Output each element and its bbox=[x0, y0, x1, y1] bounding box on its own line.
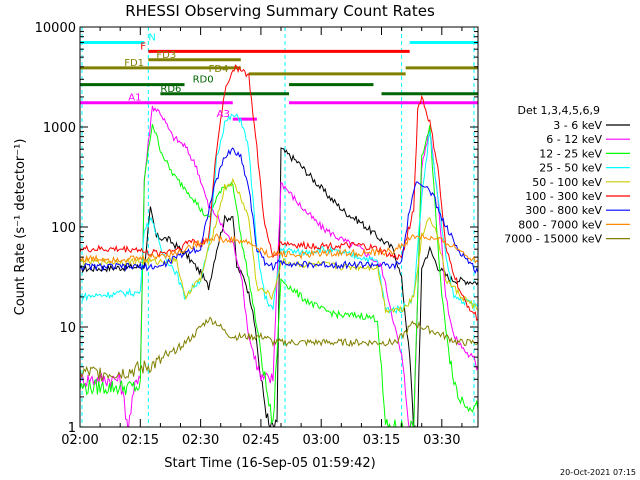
series-line bbox=[80, 123, 478, 427]
y-tick-label: 10000 bbox=[35, 21, 76, 36]
y-tick-label: 10 bbox=[59, 321, 76, 336]
y-tick-label: 1000 bbox=[43, 121, 76, 136]
legend-entry-label: 300 - 800 keV bbox=[525, 204, 602, 217]
series-line bbox=[80, 316, 478, 382]
legend-entry-label: 12 - 25 keV bbox=[539, 147, 602, 160]
x-tick-label: 02:30 bbox=[182, 433, 219, 448]
legend-entry-label: 7000 - 15000 keV bbox=[504, 233, 602, 246]
chart-title: RHESSI Observing Summary Count Rates bbox=[125, 2, 435, 20]
x-tick-label: 02:15 bbox=[122, 433, 159, 448]
legend-entry-label: 6 - 12 keV bbox=[546, 133, 602, 146]
flag-label: RD6 bbox=[160, 84, 181, 95]
legend-entry-label: 800 - 7000 keV bbox=[518, 218, 602, 231]
footer-timestamp: 20-Oct-2021 07:15 bbox=[560, 468, 636, 477]
x-tick-label: 02:45 bbox=[242, 433, 279, 448]
series-line bbox=[80, 233, 478, 264]
legend-title: Det 1,3,4,5,6,9 bbox=[517, 104, 600, 117]
x-tick-label: 03:15 bbox=[363, 433, 400, 448]
flag-label: FD1 bbox=[124, 58, 144, 69]
legend-entry-label: 50 - 100 keV bbox=[532, 176, 602, 189]
y-tick-label: 1 bbox=[68, 421, 76, 436]
legend-entry-label: 25 - 50 keV bbox=[539, 162, 602, 175]
flag-label: FD4 bbox=[209, 64, 229, 75]
legend-entry-label: 100 - 300 keV bbox=[525, 190, 602, 203]
y-axis-label: Count Rate (s⁻¹ detector⁻¹) bbox=[13, 139, 28, 316]
x-tick-label: 02:00 bbox=[61, 433, 98, 448]
series-line bbox=[80, 64, 478, 321]
flag-label: A1 bbox=[128, 93, 141, 104]
flag-label: A3 bbox=[217, 109, 230, 120]
y-tick-label: 100 bbox=[51, 221, 76, 236]
legend-entry-label: 3 - 6 keV bbox=[553, 119, 602, 132]
x-tick-label: 03:30 bbox=[423, 433, 460, 448]
flag-label: F bbox=[140, 41, 146, 52]
axes: 02:00 02:15 02:30 02:45 03:00 03:15 03:30 1 10 10… bbox=[35, 21, 478, 448]
series-line bbox=[80, 147, 478, 274]
x-axis-label: Start Time (16-Sep-05 01:59:42) bbox=[164, 456, 375, 471]
flag-label: FD3 bbox=[156, 50, 176, 61]
x-tick-label: 03:00 bbox=[302, 433, 339, 448]
series-line bbox=[80, 177, 478, 314]
flag-label: N bbox=[148, 32, 155, 43]
flag-label: RD0 bbox=[193, 75, 214, 86]
